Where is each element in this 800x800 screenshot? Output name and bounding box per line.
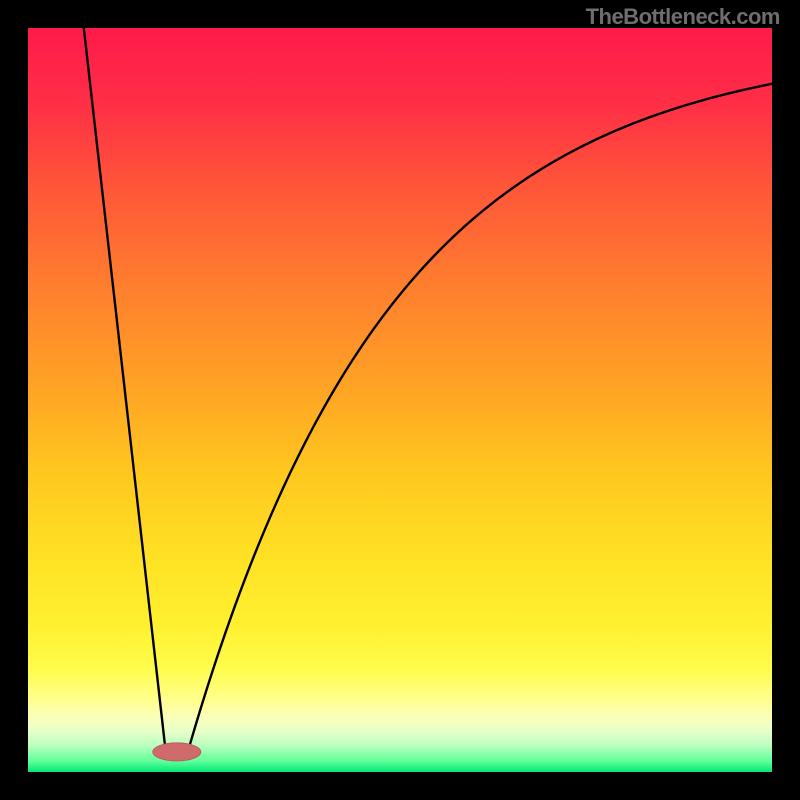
watermark-label: TheBottleneck.com xyxy=(586,4,780,30)
chart-svg xyxy=(0,0,800,800)
bottleneck-chart: TheBottleneck.com xyxy=(0,0,800,800)
